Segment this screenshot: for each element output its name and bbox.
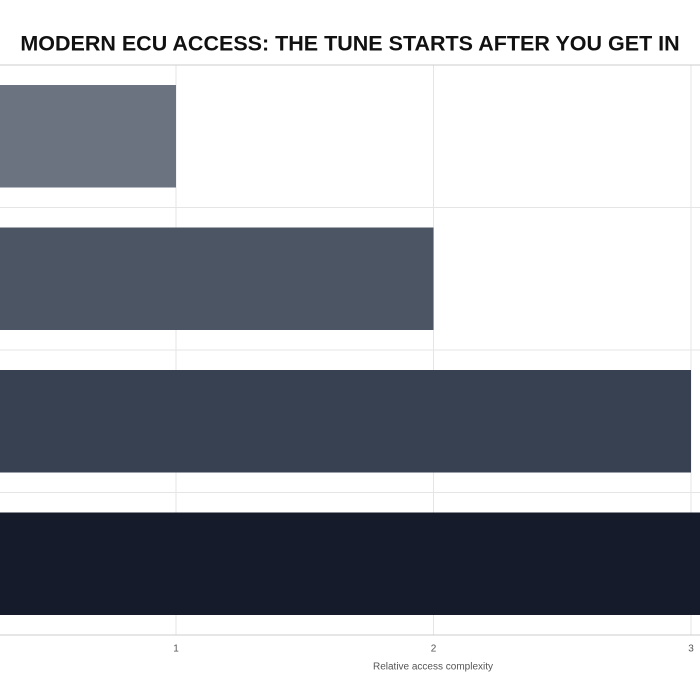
chart-title: MODERN ECU ACCESS: THE TUNE STARTS AFTER…: [20, 32, 679, 56]
x-tick-label: 2: [431, 644, 437, 655]
x-axis-label: Relative access complexity: [373, 662, 493, 673]
x-tick-label: 1: [173, 644, 179, 655]
bar: [0, 85, 176, 188]
bar: [0, 512, 700, 615]
bar: [0, 370, 691, 473]
bar: [0, 227, 434, 330]
x-tick-label: 3: [688, 644, 694, 655]
